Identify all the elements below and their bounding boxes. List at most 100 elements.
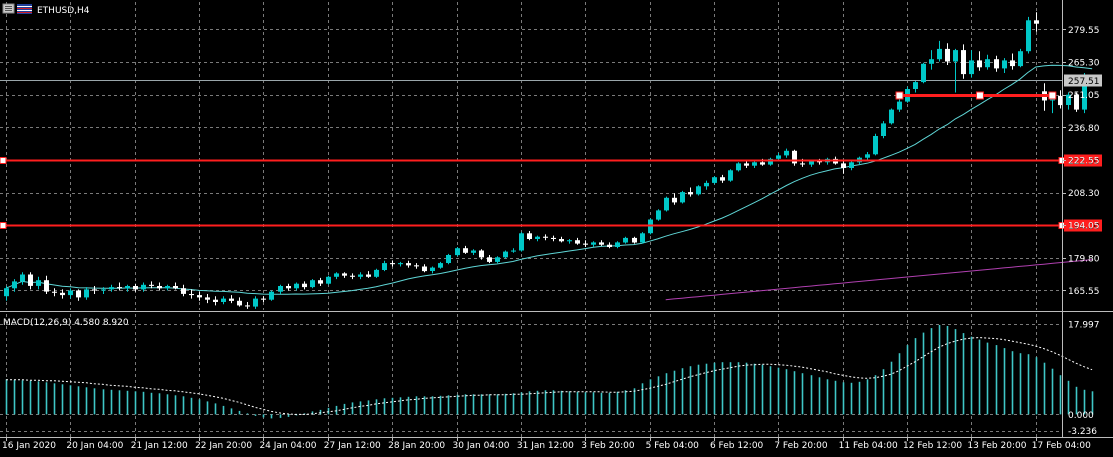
candle-bullish xyxy=(1002,58,1007,73)
moving-averages xyxy=(5,64,1093,301)
candle-bullish xyxy=(664,196,669,212)
candle-bullish xyxy=(640,232,645,244)
candle-bullish xyxy=(438,261,443,269)
candle-bullish xyxy=(36,276,41,290)
candle-body xyxy=(511,250,516,252)
candle-bullish xyxy=(752,161,757,168)
candle-body xyxy=(953,50,958,62)
candle-body xyxy=(302,283,307,288)
candle-bearish xyxy=(261,296,266,302)
candle-body xyxy=(607,244,612,247)
candle-bullish xyxy=(4,286,9,301)
candle-bearish xyxy=(205,294,210,304)
level-price-tag xyxy=(1064,154,1102,167)
candle-body xyxy=(125,286,130,289)
candle-bearish xyxy=(133,283,138,292)
candle-body xyxy=(736,163,741,171)
candle-bullish xyxy=(1066,92,1071,110)
macd-tick-label: 17.997 xyxy=(1068,321,1100,331)
candle-bullish xyxy=(12,279,17,292)
candle-body xyxy=(615,242,620,247)
segment-handle[interactable] xyxy=(895,91,904,100)
candle-bearish xyxy=(1058,90,1063,109)
symbol-menu-icon[interactable] xyxy=(2,3,15,14)
candle-body xyxy=(889,109,894,124)
candle-body xyxy=(52,291,57,293)
horizontal-levels[interactable] xyxy=(0,91,1066,229)
candle-body xyxy=(141,284,146,290)
candle-body xyxy=(197,295,202,298)
macd-tick-label: -3.236 xyxy=(1068,427,1097,437)
segment-handle[interactable] xyxy=(975,91,984,100)
level-price-tag-label: 194.00 xyxy=(1068,222,1100,232)
candle-bearish xyxy=(366,271,371,278)
time-tick-label: 21 Jan 12:00 xyxy=(131,441,188,451)
candle-bullish xyxy=(623,236,628,244)
candle-body xyxy=(213,299,218,302)
candle-body xyxy=(784,150,789,156)
candle-body xyxy=(672,197,677,203)
time-tick-label: 7 Feb 20:00 xyxy=(774,441,828,451)
candle-body xyxy=(342,273,347,276)
candle-body xyxy=(68,290,73,296)
candle-body xyxy=(640,233,645,243)
candle-bullish xyxy=(20,272,25,285)
candle-bullish xyxy=(969,50,974,78)
candle-body xyxy=(712,177,717,183)
candle-body xyxy=(294,283,299,289)
candle-bearish xyxy=(559,236,564,243)
macd-signal-line xyxy=(6,337,1093,415)
candle-body xyxy=(237,300,242,306)
candle-body xyxy=(165,286,170,289)
candle-bearish xyxy=(720,174,725,183)
time-tick-label: 12 Feb 12:00 xyxy=(903,441,962,451)
candle-body xyxy=(937,48,942,60)
segment-handle[interactable] xyxy=(1048,91,1057,100)
candle-body xyxy=(503,251,508,258)
candle-body xyxy=(623,237,628,243)
slow-moving-average-line xyxy=(665,259,1093,301)
candle-body xyxy=(792,150,797,164)
candle-body xyxy=(382,263,387,270)
candle-bearish xyxy=(229,295,234,304)
price-tick-label: 222.55 xyxy=(1068,156,1100,166)
candle-bullish xyxy=(430,266,435,274)
candle-body xyxy=(897,101,902,110)
candle-bearish xyxy=(286,283,291,291)
candle-bullish xyxy=(503,250,508,259)
candle-bullish xyxy=(495,256,500,264)
candle-body xyxy=(92,289,97,291)
candle-body xyxy=(479,250,484,258)
fast-moving-average-line xyxy=(5,64,1093,295)
trend-segment[interactable] xyxy=(895,91,1057,100)
candle-bearish xyxy=(994,55,999,72)
candle-bullish xyxy=(278,284,283,294)
candle-bearish xyxy=(52,288,57,297)
candle-bearish xyxy=(945,43,950,65)
candle-body xyxy=(205,297,210,300)
candle-bullish xyxy=(776,153,781,160)
candle-bullish xyxy=(446,253,451,265)
price-tick-label: 279.55 xyxy=(1068,26,1100,36)
level-handle-left[interactable] xyxy=(0,157,7,164)
candle-bullish xyxy=(897,99,902,112)
candle-bearish xyxy=(76,289,81,301)
candle-body xyxy=(961,50,966,75)
candle-bearish xyxy=(1010,53,1015,70)
candle-bullish xyxy=(165,284,170,291)
candle-bearish xyxy=(1034,12,1039,32)
candle-bullish xyxy=(929,50,934,70)
candle-body xyxy=(398,263,403,265)
candle-body xyxy=(4,288,9,297)
candle-body xyxy=(390,263,395,265)
candle-body xyxy=(374,269,379,277)
candle-body xyxy=(977,60,982,68)
candle-body xyxy=(664,197,669,211)
candle-body xyxy=(817,161,822,163)
candle-bearish xyxy=(390,260,395,267)
level-handle-left[interactable] xyxy=(0,222,7,229)
candle-body xyxy=(728,170,733,181)
candle-bearish xyxy=(487,255,492,264)
candle-bullish xyxy=(865,152,870,160)
